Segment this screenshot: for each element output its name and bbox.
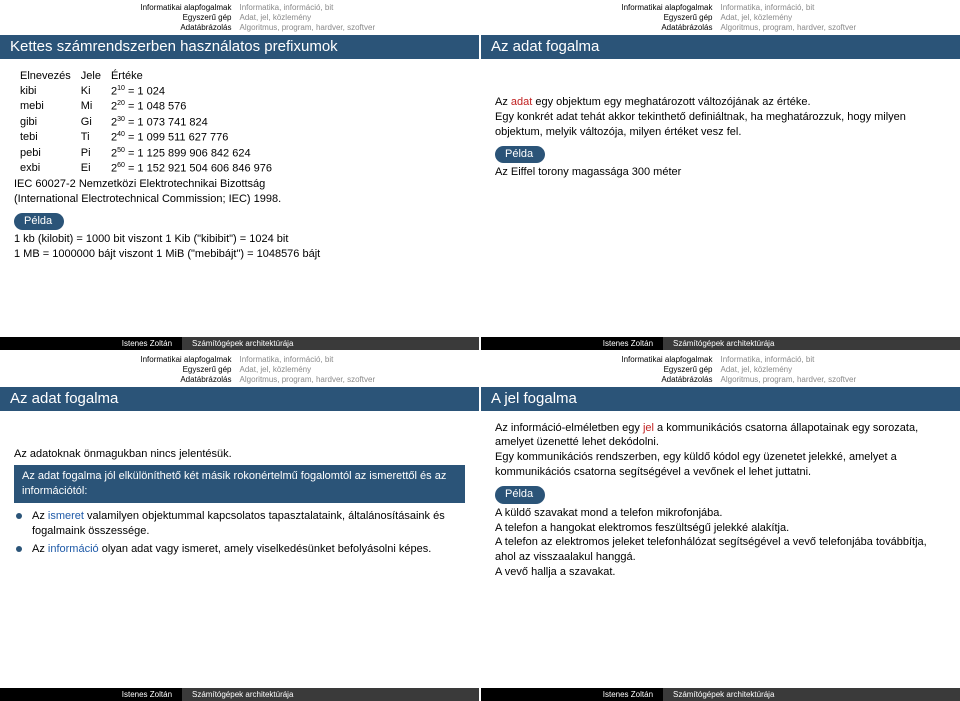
slide-adat-fogalma: Informatikai alapfogalmak Egyszerű gép A… bbox=[0, 352, 479, 701]
slide-nav: Informatikai alapfogalmak Egyszerű gép A… bbox=[481, 352, 960, 385]
example-line: A telefon az elektromos jeleket telefonh… bbox=[495, 535, 946, 565]
example-label: Példa bbox=[14, 213, 64, 231]
slide-footer: Istenes Zoltán Számítógépek architektúrá… bbox=[0, 688, 479, 701]
th-val: Értéke bbox=[111, 69, 282, 84]
slide-body: Az adat egy objektum egy meghatározott v… bbox=[481, 59, 960, 337]
slide-footer: Istenes Zoltán Számítógépek architektúrá… bbox=[0, 337, 479, 350]
slide-adat-def: Informatikai alapfogalmak Egyszerű gép A… bbox=[481, 0, 960, 350]
iec-line-2: (International Electrotechnical Commissi… bbox=[14, 192, 465, 207]
example-label: Példa bbox=[495, 146, 545, 164]
example-line-2: 1 MB = 1000000 bájt viszont 1 MiB ("mebi… bbox=[14, 247, 465, 262]
slide-body: Az adatoknak önmagukban nincs jelentésük… bbox=[0, 411, 479, 689]
para-def: Az adat egy objektum egy meghatározott v… bbox=[495, 95, 946, 110]
example-label: Példa bbox=[495, 486, 545, 504]
bullet-list: Az ismeret valamilyen objektummal kapcso… bbox=[14, 509, 465, 557]
slide-nav: Informatikai alapfogalmak Egyszerű gép A… bbox=[0, 352, 479, 385]
para-cond: Egy konkrét adat tehát akkor tekinthető … bbox=[495, 110, 946, 140]
nav-right-0: Informatika, információ, bit bbox=[240, 3, 472, 13]
example-line: Az Eiffel torony magassága 300 méter bbox=[495, 165, 946, 180]
example-line: A vevő hallja a szavakat. bbox=[495, 565, 946, 580]
iec-line-1: IEC 60027-2 Nemzetközi Elektrotechnikai … bbox=[14, 177, 465, 192]
slide-body: Az információ-elméletben egy jel a kommu… bbox=[481, 411, 960, 689]
example-line-1: 1 kb (kilobit) = 1000 bit viszont 1 Kib … bbox=[14, 232, 465, 247]
para-2: Egy kommunikációs rendszerben, egy küldő… bbox=[495, 450, 946, 480]
slide-title: A jel fogalma bbox=[481, 387, 960, 411]
highlight-box: Az adat fogalma jól elkülöníthető két má… bbox=[14, 465, 465, 503]
slide-footer: Istenes Zoltán Számítógépek architektúrá… bbox=[481, 337, 960, 350]
footer-author: Istenes Zoltán bbox=[0, 337, 182, 350]
nav-left-2: Adatábrázolás bbox=[8, 23, 232, 33]
slide-body: Elnevezés Jele Értéke kibiKi210 = 1 024 … bbox=[0, 59, 479, 337]
slide-nav: Informatikai alapfogalmak Egyszerű gép A… bbox=[481, 0, 960, 33]
nav-left-0: Informatikai alapfogalmak bbox=[8, 3, 232, 13]
slide-title: Az adat fogalma bbox=[0, 387, 479, 411]
para-intro: Az adatoknak önmagukban nincs jelentésük… bbox=[14, 447, 465, 462]
example-line: A telefon a hangokat elektromos feszülts… bbox=[495, 521, 946, 536]
th-sym: Jele bbox=[81, 69, 111, 84]
nav-left-1: Egyszerű gép bbox=[8, 13, 232, 23]
nav-right-1: Adat, jel, közlemény bbox=[240, 13, 472, 23]
slide-title: Kettes számrendszerben használatos prefi… bbox=[0, 35, 479, 59]
slide-title: Az adat fogalma bbox=[481, 35, 960, 59]
para-1: Az információ-elméletben egy jel a kommu… bbox=[495, 421, 946, 451]
nav-right-2: Algoritmus, program, hardver, szoftver bbox=[240, 23, 472, 33]
list-item: Az információ olyan adat vagy ismeret, a… bbox=[28, 542, 465, 557]
slide-prefixes: Informatikai alapfogalmak Egyszerű gép A… bbox=[0, 0, 479, 350]
slide-footer: Istenes Zoltán Számítógépek architektúrá… bbox=[481, 688, 960, 701]
example-line: A küldő szavakat mond a telefon mikrofon… bbox=[495, 506, 946, 521]
slide-nav: Informatikai alapfogalmak Egyszerű gép A… bbox=[0, 0, 479, 33]
th-name: Elnevezés bbox=[14, 69, 81, 84]
slide-jel-fogalma: Informatikai alapfogalmak Egyszerű gép A… bbox=[481, 352, 960, 701]
footer-title: Számítógépek architektúrája bbox=[182, 337, 479, 350]
prefix-table: Elnevezés Jele Értéke kibiKi210 = 1 024 … bbox=[14, 69, 282, 177]
list-item: Az ismeret valamilyen objektummal kapcso… bbox=[28, 509, 465, 539]
